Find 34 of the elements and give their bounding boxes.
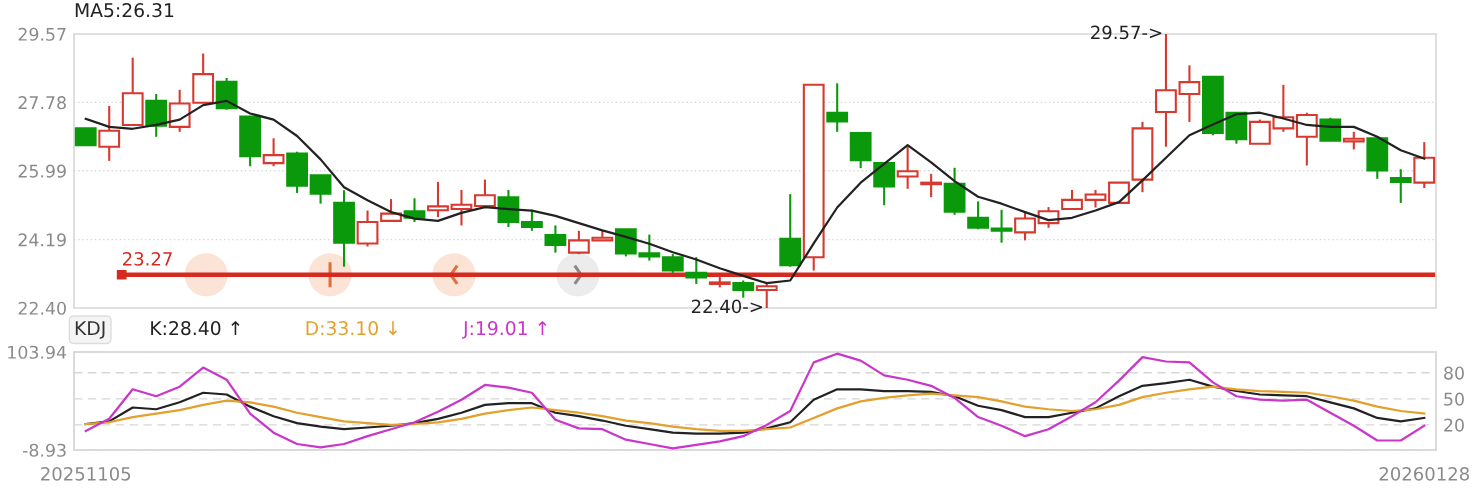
y2-tick-label: 50 [1444,392,1464,406]
y-tick-label: 24.19 [18,233,66,247]
annotation: 29.57-> [1091,25,1162,40]
y-tick-label: 22.40 [18,301,66,315]
candlestick [356,209,379,248]
y-tick-label: 29.57 [18,27,66,41]
line-series [84,352,1426,450]
candlestick [1131,120,1154,194]
x-tick-label: 20260128 [1379,466,1469,481]
candlestick [1108,181,1130,204]
candlestick [98,104,121,162]
candlestick [74,127,97,147]
candlestick [450,188,473,227]
candlestick [802,83,825,272]
text: MA5:26.31 [75,3,174,18]
y-tick-label: 27.78 [18,96,66,110]
y2-tick-label: 80 [1444,366,1464,380]
candlestick [1178,64,1201,123]
y-tick-label: 25.99 [18,164,66,178]
annotation: 22.40-> [691,299,763,314]
line-series [84,385,1426,433]
text: D:33.10 ↓ [306,321,397,336]
text: K:28.40 ↑ [151,321,240,336]
candlestick [121,56,144,126]
chart-title: KDJ [75,321,105,339]
y2-tick-label: 20 [1444,418,1464,432]
candlestick [1084,188,1107,209]
text: J:19.01 ↑ [462,321,547,339]
x-tick-label: 20251105 [41,466,131,481]
candlestick [873,162,896,207]
ref-line-label: 23.27 [122,252,172,266]
y-tick-label: 103.94 [8,345,67,359]
y-tick-label: -8.93 [22,443,66,457]
candlestick [333,189,355,268]
